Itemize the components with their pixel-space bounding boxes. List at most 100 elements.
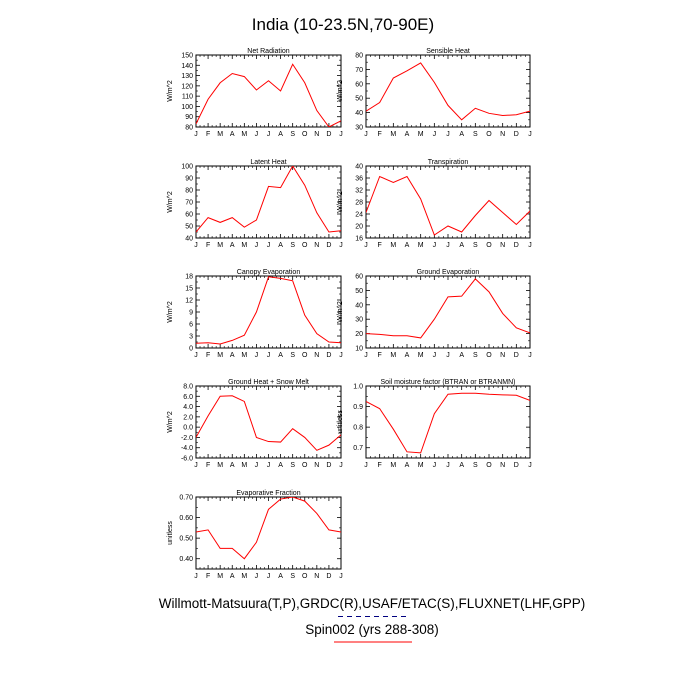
x-tick-label: M: [217, 242, 223, 249]
panel-title: Latent Heat: [250, 159, 286, 166]
y-tick-label: 70: [185, 200, 193, 207]
x-tick-label: S: [290, 242, 295, 249]
series-line: [366, 62, 530, 121]
x-tick-label: M: [217, 352, 223, 359]
footer-line2: Spin002 (yrs 288-308): [305, 622, 439, 637]
y-tick-label: 40: [355, 164, 363, 171]
x-tick-label: J: [255, 242, 259, 249]
x-tick-label: S: [473, 131, 478, 138]
y-tick-label: 0.0: [183, 425, 193, 432]
y-tick-label: 30: [355, 125, 363, 132]
x-tick-label: J: [339, 131, 343, 138]
y-tick-label: 80: [185, 125, 193, 132]
x-tick-label: J: [364, 131, 368, 138]
series-line: [366, 175, 530, 236]
y-tick-label: 15: [185, 286, 193, 293]
x-tick-label: F: [378, 242, 382, 249]
x-tick-label: N: [314, 573, 319, 580]
x-tick-label: D: [326, 352, 331, 359]
y-tick-label: 12: [185, 298, 193, 305]
x-tick-label: A: [278, 462, 283, 469]
x-tick-label: J: [528, 352, 532, 359]
y-tick-label: 70: [355, 67, 363, 74]
y-tick-label: 150: [181, 53, 193, 60]
x-tick-label: J: [446, 242, 450, 249]
y-tick-label: 0.50: [179, 536, 193, 543]
x-tick-label: J: [364, 352, 368, 359]
plot-frame: [365, 385, 531, 459]
panel-title: Sensible Heat: [426, 48, 470, 55]
y-tick-label: 1.0: [353, 384, 363, 391]
y-tick-label: 8.0: [183, 384, 193, 391]
y-tick-label: 100: [181, 164, 193, 171]
y-axis-label: unitless: [337, 410, 344, 434]
series-line: [196, 63, 341, 127]
y-tick-label: 60: [355, 81, 363, 88]
plot-frame: [195, 275, 342, 349]
y-tick-label: 20: [355, 224, 363, 231]
x-tick-label: J: [194, 573, 198, 580]
x-tick-label: A: [230, 242, 235, 249]
x-tick-label: N: [500, 462, 505, 469]
y-tick-label: -2.0: [181, 435, 193, 442]
y-axis-label: W/m^2: [167, 191, 174, 213]
x-tick-label: N: [500, 131, 505, 138]
x-tick-label: M: [390, 352, 396, 359]
y-tick-label: 24: [355, 212, 363, 219]
x-tick-label: M: [241, 242, 247, 249]
y-tick-label: 0.70: [179, 495, 193, 502]
x-tick-label: N: [314, 352, 319, 359]
x-tick-label: O: [302, 573, 308, 580]
y-axis-label: W/m^2: [167, 80, 174, 102]
x-tick-label: J: [433, 352, 437, 359]
x-tick-label: J: [433, 242, 437, 249]
y-tick-label: 40: [185, 236, 193, 243]
x-tick-label: J: [528, 242, 532, 249]
x-tick-label: J: [528, 131, 532, 138]
y-tick-label: 16: [355, 236, 363, 243]
x-tick-label: A: [230, 573, 235, 580]
x-tick-label: J: [364, 242, 368, 249]
x-tick-label: M: [390, 462, 396, 469]
y-tick-label: 3: [189, 334, 193, 341]
y-tick-label: 60: [185, 212, 193, 219]
series-line: [366, 278, 530, 339]
x-tick-label: J: [446, 131, 450, 138]
x-tick-label: J: [255, 573, 259, 580]
x-tick-label: D: [514, 242, 519, 249]
x-tick-label: S: [473, 352, 478, 359]
footer-line1: Willmott-Matsuura(T,P),GRDC(R),USAF/ETAC…: [159, 596, 586, 611]
x-tick-label: M: [217, 462, 223, 469]
plot-frame: [195, 385, 342, 459]
panel-title: Evaporative Fraction: [236, 490, 300, 497]
x-tick-label: M: [217, 573, 223, 580]
series-line: [196, 166, 341, 233]
y-tick-label: -6.0: [181, 456, 193, 463]
plot-frame: [195, 165, 342, 239]
x-tick-label: J: [364, 462, 368, 469]
y-tick-label: 36: [355, 176, 363, 183]
x-tick-label: O: [302, 131, 308, 138]
y-tick-label: 120: [181, 83, 193, 90]
x-tick-label: A: [459, 242, 464, 249]
x-tick-label: J: [433, 131, 437, 138]
y-tick-label: 28: [355, 200, 363, 207]
y-tick-label: 4.0: [183, 404, 193, 411]
x-tick-label: M: [390, 242, 396, 249]
y-tick-label: 0.7: [353, 445, 363, 452]
x-tick-label: S: [290, 573, 295, 580]
x-tick-label: N: [314, 462, 319, 469]
y-tick-label: 0.40: [179, 556, 193, 563]
x-tick-label: O: [486, 462, 492, 469]
x-tick-label: F: [206, 462, 210, 469]
x-tick-label: J: [267, 131, 271, 138]
x-tick-label: M: [418, 352, 424, 359]
